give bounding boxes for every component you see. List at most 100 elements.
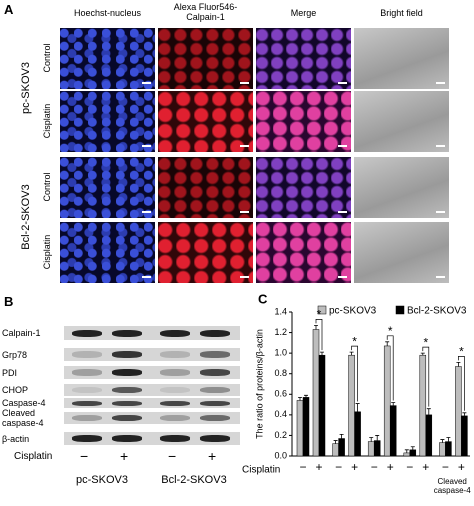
group-label: Bcl-2-SKOV3: [20, 184, 32, 250]
error-bar: [391, 402, 396, 406]
protein-label: β-actin: [2, 433, 30, 444]
bar: [302, 397, 310, 457]
error-bar: [375, 435, 380, 441]
scale-bar: [240, 276, 249, 278]
scale-bar: [338, 276, 347, 278]
scale-bar: [436, 211, 445, 213]
protein-label: Grp78: [2, 349, 28, 360]
blot-band: [72, 435, 102, 442]
legend-label: Bcl-2-SKOV3: [407, 306, 467, 317]
condition-sign: −: [442, 460, 449, 474]
blot-band: [200, 351, 230, 358]
blot-band: [160, 329, 190, 337]
error-bar: [314, 324, 318, 330]
group-label: pc-SKOV3: [76, 474, 128, 486]
blot-band: [160, 435, 190, 442]
treatment-sign: +: [208, 448, 217, 464]
blot-strip: [64, 366, 240, 379]
label-line: Cleaved: [438, 477, 467, 486]
legend-swatch: [395, 305, 405, 315]
bar: [461, 415, 468, 457]
blot-strip: [64, 412, 240, 424]
error-bar: [355, 403, 360, 412]
blot-band: [200, 369, 230, 376]
micrograph: [158, 28, 253, 89]
panel-letter: C: [258, 291, 268, 306]
error-bar: [333, 440, 338, 444]
y-tick-label: 1.0: [274, 348, 287, 358]
bar: [318, 354, 326, 457]
bar: [312, 329, 320, 457]
blot-band: [200, 387, 230, 393]
blot-band: [160, 387, 190, 393]
panel-letter: B: [4, 294, 14, 309]
scale-bar: [436, 276, 445, 278]
condition-sign: −: [335, 460, 342, 474]
blot-band: [72, 415, 102, 421]
scale-bar: [338, 211, 347, 213]
blot-band: [112, 400, 142, 406]
condition-sign: +: [315, 460, 322, 474]
micrograph: [256, 157, 351, 218]
blot-band: [72, 400, 102, 406]
error-bar: [462, 412, 467, 416]
error-bar: [369, 437, 374, 442]
group-label: pc-SKOV3: [20, 62, 32, 114]
bar: [389, 405, 397, 457]
column-header: Bright field: [380, 8, 423, 18]
error-bar: [456, 362, 461, 367]
significance-mark: *: [388, 324, 393, 338]
significance-bracket: [422, 346, 430, 407]
blot-band: [200, 400, 230, 406]
legend-swatch: [317, 305, 327, 315]
blot-band: [72, 369, 102, 376]
legend-label: pc-SKOV3: [329, 306, 377, 317]
y-axis-label: The ratio of proteins/β-actin: [254, 329, 264, 439]
scale-bar: [338, 82, 347, 84]
bar: [373, 440, 381, 457]
micrograph: [354, 91, 449, 152]
condition-sign: −: [299, 460, 306, 474]
bar: [439, 442, 446, 457]
significance-mark: *: [459, 345, 464, 359]
row-label: Control: [42, 43, 52, 73]
condition-sign: +: [458, 460, 465, 474]
error-bar: [426, 408, 431, 415]
chart: C The ratio of proteins/β-actin 0.0 0.2 0.4 0…: [242, 291, 471, 495]
bar: [367, 441, 375, 457]
scale-bar: [436, 145, 445, 147]
blot-band: [72, 387, 102, 393]
blot-strip: [64, 326, 240, 340]
micrograph: [60, 157, 155, 218]
scale-bar: [142, 145, 151, 147]
treatment-sign: −: [168, 448, 177, 464]
error-bar: [446, 437, 451, 442]
micrograph: [354, 157, 449, 218]
row-label: Cisplatin: [42, 234, 52, 269]
blot-band: [160, 415, 190, 421]
group-label: Bcl-2-SKOV3: [161, 474, 227, 486]
blot-band: [160, 351, 190, 358]
micrograph: [60, 91, 155, 152]
error-bar: [404, 449, 409, 453]
bar: [296, 400, 304, 457]
bar: [419, 354, 427, 457]
bar: [445, 441, 452, 457]
protein-label: Cleaved caspase-4: [2, 408, 44, 428]
significance-mark: *: [352, 334, 357, 348]
scale-bar: [240, 145, 249, 147]
blot-band: [112, 435, 142, 442]
bar: [383, 345, 391, 457]
y-tick-label: 1.2: [274, 327, 287, 337]
bar: [354, 411, 361, 457]
blot-band: [200, 329, 230, 337]
protein-label: CHOP: [2, 385, 29, 395]
treatment-sign: −: [80, 448, 89, 464]
bar: [425, 414, 433, 457]
y-tick-label: 0.2: [274, 430, 287, 440]
column-header: Merge: [290, 8, 317, 18]
treatment-sign: +: [120, 448, 129, 464]
scale-bar: [240, 82, 249, 84]
micrograph: [158, 157, 253, 218]
